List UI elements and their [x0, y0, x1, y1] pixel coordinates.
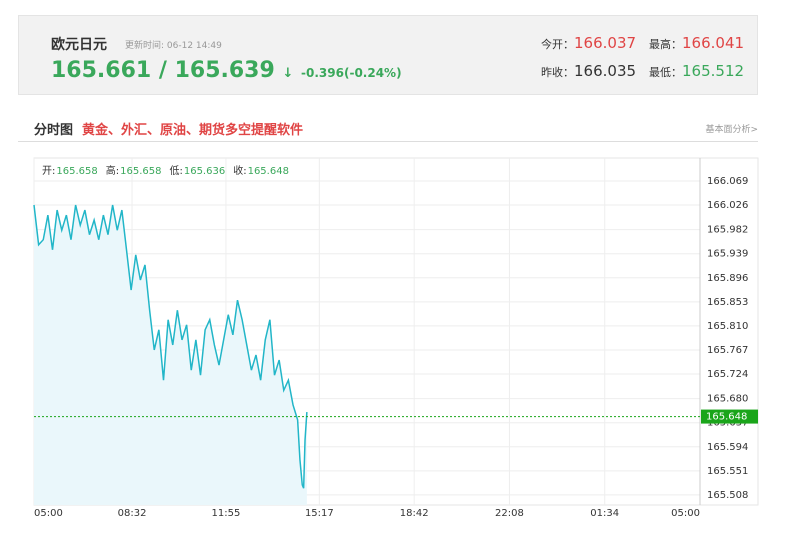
y-tick-label: 166.069: [707, 176, 748, 187]
x-tick-label: 05:00: [671, 508, 700, 519]
y-tick-label: 165.724: [707, 369, 748, 380]
ohlc-value: 165.658: [56, 166, 97, 177]
x-tick-label: 22:08: [495, 508, 524, 519]
change: -0.396(-0.24%): [301, 66, 402, 80]
update-time: 更新时间: 06-12 14:49: [125, 41, 222, 51]
y-tick-label: 166.026: [707, 200, 748, 211]
area-fill: [34, 205, 307, 505]
x-tick-label: 15:17: [305, 508, 334, 519]
ask: 165.639: [174, 58, 275, 83]
promo-link[interactable]: 黄金、外汇、原油、期货多空提醒软件: [82, 123, 304, 138]
analysis-link[interactable]: 基本面分析>: [705, 125, 758, 135]
close-badge: [701, 409, 758, 424]
stat-label: 昨收：: [541, 66, 574, 79]
stat: 昨收：166.035: [541, 62, 636, 80]
price-line: 165.661 / 165.639 ↓ -0.396(-0.24%): [51, 58, 402, 83]
y-tick-label: 165.767: [707, 345, 748, 356]
stat-label: 最低：: [649, 66, 682, 79]
stat-value: 166.041: [682, 34, 745, 52]
y-tick-label: 165.810: [707, 321, 748, 332]
close-label: 165.648: [706, 412, 747, 423]
y-tick-label: 165.853: [707, 297, 748, 308]
stat-value: 166.037: [574, 34, 637, 52]
ohlc-value: 165.648: [248, 166, 289, 177]
y-tick-label: 165.939: [707, 249, 748, 260]
separator: /: [158, 58, 167, 83]
ohlc-label: 低:: [169, 164, 182, 177]
y-tick-label: 165.551: [707, 466, 748, 477]
y-tick-label: 165.982: [707, 225, 748, 236]
y-tick-label: 165.594: [707, 442, 748, 453]
ohlc-label: 开:: [42, 166, 55, 177]
x-tick-label: 18:42: [400, 508, 429, 519]
section-title: 分时图: [34, 123, 74, 138]
stat-value: 166.035: [574, 62, 637, 80]
arrow: ↓: [282, 66, 294, 81]
ohlc-value: 165.636: [184, 166, 225, 177]
x-tick-label: 11:55: [212, 508, 241, 519]
divider: [18, 141, 758, 142]
quote-header: 欧元日元 更新时间: 06-12 14:49 165.661 / 165.639…: [18, 15, 758, 95]
x-tick-label: 05:00: [34, 508, 63, 519]
stat-label: 最高：: [649, 38, 682, 51]
stat: 今开：166.037: [541, 34, 636, 52]
stat: 最低：165.512: [649, 62, 744, 80]
stat-label: 今开：: [541, 38, 574, 51]
pair-name: 欧元日元: [51, 37, 107, 53]
ohlc-label: 高:: [106, 164, 119, 177]
y-tick-label: 165.680: [707, 394, 748, 405]
stat: 最高：166.041: [649, 34, 744, 52]
price-line: [33, 204, 308, 489]
x-tick-label: 01:34: [590, 508, 619, 519]
stat-value: 165.512: [682, 62, 745, 80]
y-tick-label: 165.508: [707, 490, 748, 501]
bid: 165.661: [51, 58, 152, 83]
x-tick-label: 08:32: [118, 508, 147, 519]
y-tick-label: 165.896: [707, 273, 748, 284]
ohlc-value: 165.658: [120, 166, 161, 177]
ohlc-label: 收:: [233, 164, 246, 177]
